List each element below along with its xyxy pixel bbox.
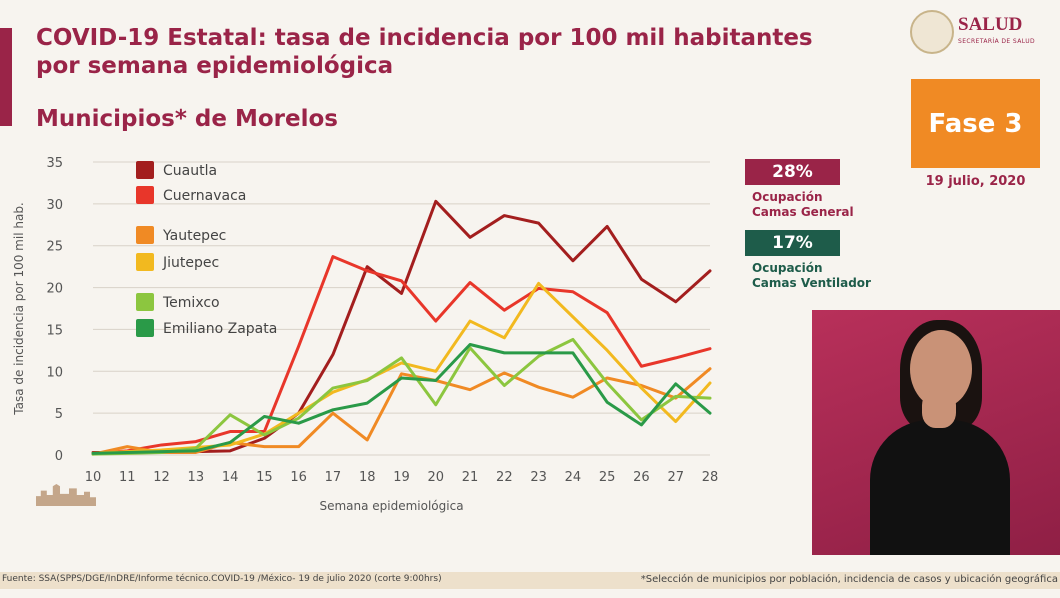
legend-label: Cuernavaca — [163, 188, 246, 204]
x-tick-label: 23 — [530, 470, 547, 485]
logo-subtext: SECRETARÍA DE SALUD — [958, 38, 1036, 45]
page-subtitle: Municipios* de Morelos — [36, 106, 338, 132]
occupancy-general-label: Ocupación Camas General — [752, 190, 854, 220]
legend-swatch — [136, 186, 154, 204]
x-tick-label: 26 — [633, 470, 650, 485]
series-line — [91, 367, 712, 456]
salud-logo: SALUD SECRETARÍA DE SALUD — [910, 10, 1050, 54]
occupancy-ventilator-line2: Camas Ventilador — [752, 276, 871, 290]
legend-label: Cuautla — [163, 163, 217, 179]
phase-badge: Fase 3 — [911, 79, 1040, 168]
x-tick-label: 20 — [428, 470, 445, 485]
x-tick-label: 27 — [667, 470, 684, 485]
occupancy-general-line2: Camas General — [752, 205, 854, 219]
legend-label: Yautepec — [162, 228, 226, 244]
legend-swatch — [136, 161, 154, 179]
y-tick-label: 35 — [46, 156, 63, 171]
y-tick-label: 20 — [46, 282, 63, 297]
x-tick-label: 10 — [85, 470, 102, 485]
x-axis-title: Semana epidemiológica — [319, 499, 463, 513]
incidence-line-chart: 0 5 10 15 20 25 30 35 10 11 12 13 14 15 16 17 18 19 20 21 22… — [12, 156, 719, 513]
x-tick-label: 19 — [393, 470, 410, 485]
x-tick-label: 12 — [153, 470, 170, 485]
x-tick-label: 28 — [702, 470, 719, 485]
occupancy-general-badge: 28% — [745, 159, 840, 185]
x-tick-label: 17 — [325, 470, 342, 485]
legend-swatch — [136, 226, 154, 244]
seal-icon — [910, 10, 954, 54]
footer-bar: Fuente: SSA(SPPS/DGE/InDRE/Informe técni… — [0, 572, 1060, 589]
accent-bar — [0, 28, 12, 126]
legend-swatch — [136, 293, 154, 311]
occupancy-ventilator-badge: 17% — [745, 230, 840, 256]
x-tick-label: 14 — [222, 470, 239, 485]
legend-swatch — [136, 319, 154, 337]
occupancy-general-line1: Ocupación — [752, 190, 823, 204]
footer-note: *Selección de municipios por población, … — [640, 574, 1058, 585]
x-tick-label: 15 — [256, 470, 273, 485]
x-tick-label: 13 — [188, 470, 205, 485]
legend-swatch — [136, 253, 154, 271]
x-tick-label: 22 — [496, 470, 513, 485]
x-tick-label: 25 — [599, 470, 616, 485]
series-line — [91, 337, 712, 456]
interpreter-body — [870, 420, 1010, 555]
y-tick-label: 25 — [46, 240, 63, 255]
x-tick-label: 18 — [359, 470, 376, 485]
x-tick-label: 11 — [119, 470, 136, 485]
legend-label: Temixco — [162, 295, 220, 311]
legend-label: Jiutepec — [162, 255, 219, 271]
x-tick-label: 16 — [290, 470, 307, 485]
interpreter-hand — [922, 390, 956, 428]
y-tick-label: 0 — [55, 449, 63, 464]
occupancy-ventilator-label: Ocupación Camas Ventilador — [752, 261, 871, 291]
occupancy-ventilator-line1: Ocupación — [752, 261, 823, 275]
y-tick-label: 10 — [46, 365, 63, 380]
series-line — [91, 342, 712, 455]
x-tick-label: 21 — [462, 470, 479, 485]
sign-language-video — [812, 310, 1060, 555]
phase-date: 19 julio, 2020 — [925, 174, 1026, 189]
y-tick-label: 15 — [46, 323, 63, 338]
x-tick-label: 24 — [565, 470, 582, 485]
y-tick-label: 5 — [55, 407, 63, 422]
logo-text: SALUD — [958, 14, 1023, 35]
y-tick-label: 30 — [46, 198, 63, 213]
series-line — [91, 255, 712, 455]
page-title: COVID-19 Estatal: tasa de incidencia por… — [36, 25, 813, 79]
footer-source: Fuente: SSA(SPPS/DGE/InDRE/Informe técni… — [2, 574, 442, 584]
legend-label: Emiliano Zapata — [163, 321, 277, 337]
y-axis-title: Tasa de incidencia por 100 mil hab. — [12, 202, 26, 416]
